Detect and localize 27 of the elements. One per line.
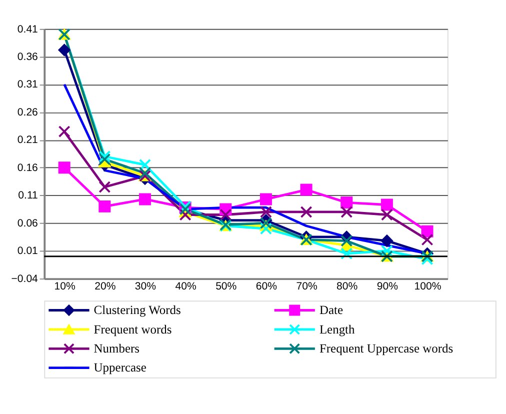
x-tick-label: 100% xyxy=(414,280,442,293)
legend-label: Length xyxy=(319,322,356,336)
y-tick-label: 0.06 xyxy=(17,217,38,230)
x-tick-label: 60% xyxy=(256,280,277,293)
y-tick-label: 0.16 xyxy=(17,162,38,174)
legend-label: Numbers xyxy=(94,341,140,356)
y-tick-label: 0.11 xyxy=(18,190,38,202)
x-tick-label: 50% xyxy=(216,280,237,293)
legend-label: Frequent Uppercase words xyxy=(319,341,454,356)
legend-label: Frequent words xyxy=(94,322,172,336)
x-tick-label: 20% xyxy=(94,280,116,293)
y-tick-label: 0.36 xyxy=(17,51,38,64)
x-tick-label: 70% xyxy=(296,280,318,293)
legend-label: Clustering Words xyxy=(94,303,182,318)
y-tick-label: 0.41 xyxy=(17,23,38,36)
y-tick-label: 0.21 xyxy=(17,134,38,146)
legend-label: Uppercase xyxy=(94,360,147,375)
y-tick-label: 0.31 xyxy=(17,78,38,91)
x-tick-label: 40% xyxy=(175,280,196,293)
x-tick-label: 90% xyxy=(376,280,398,293)
y-tick-label: 0.26 xyxy=(17,106,38,118)
y-tick-label: 0.01 xyxy=(17,245,38,258)
x-tick-label: 10% xyxy=(54,280,76,293)
y-tick-label: −0.04 xyxy=(11,272,38,285)
legend-label: Date xyxy=(319,303,344,318)
x-tick-label: 80% xyxy=(336,280,358,293)
x-tick-label: 30% xyxy=(134,280,156,293)
